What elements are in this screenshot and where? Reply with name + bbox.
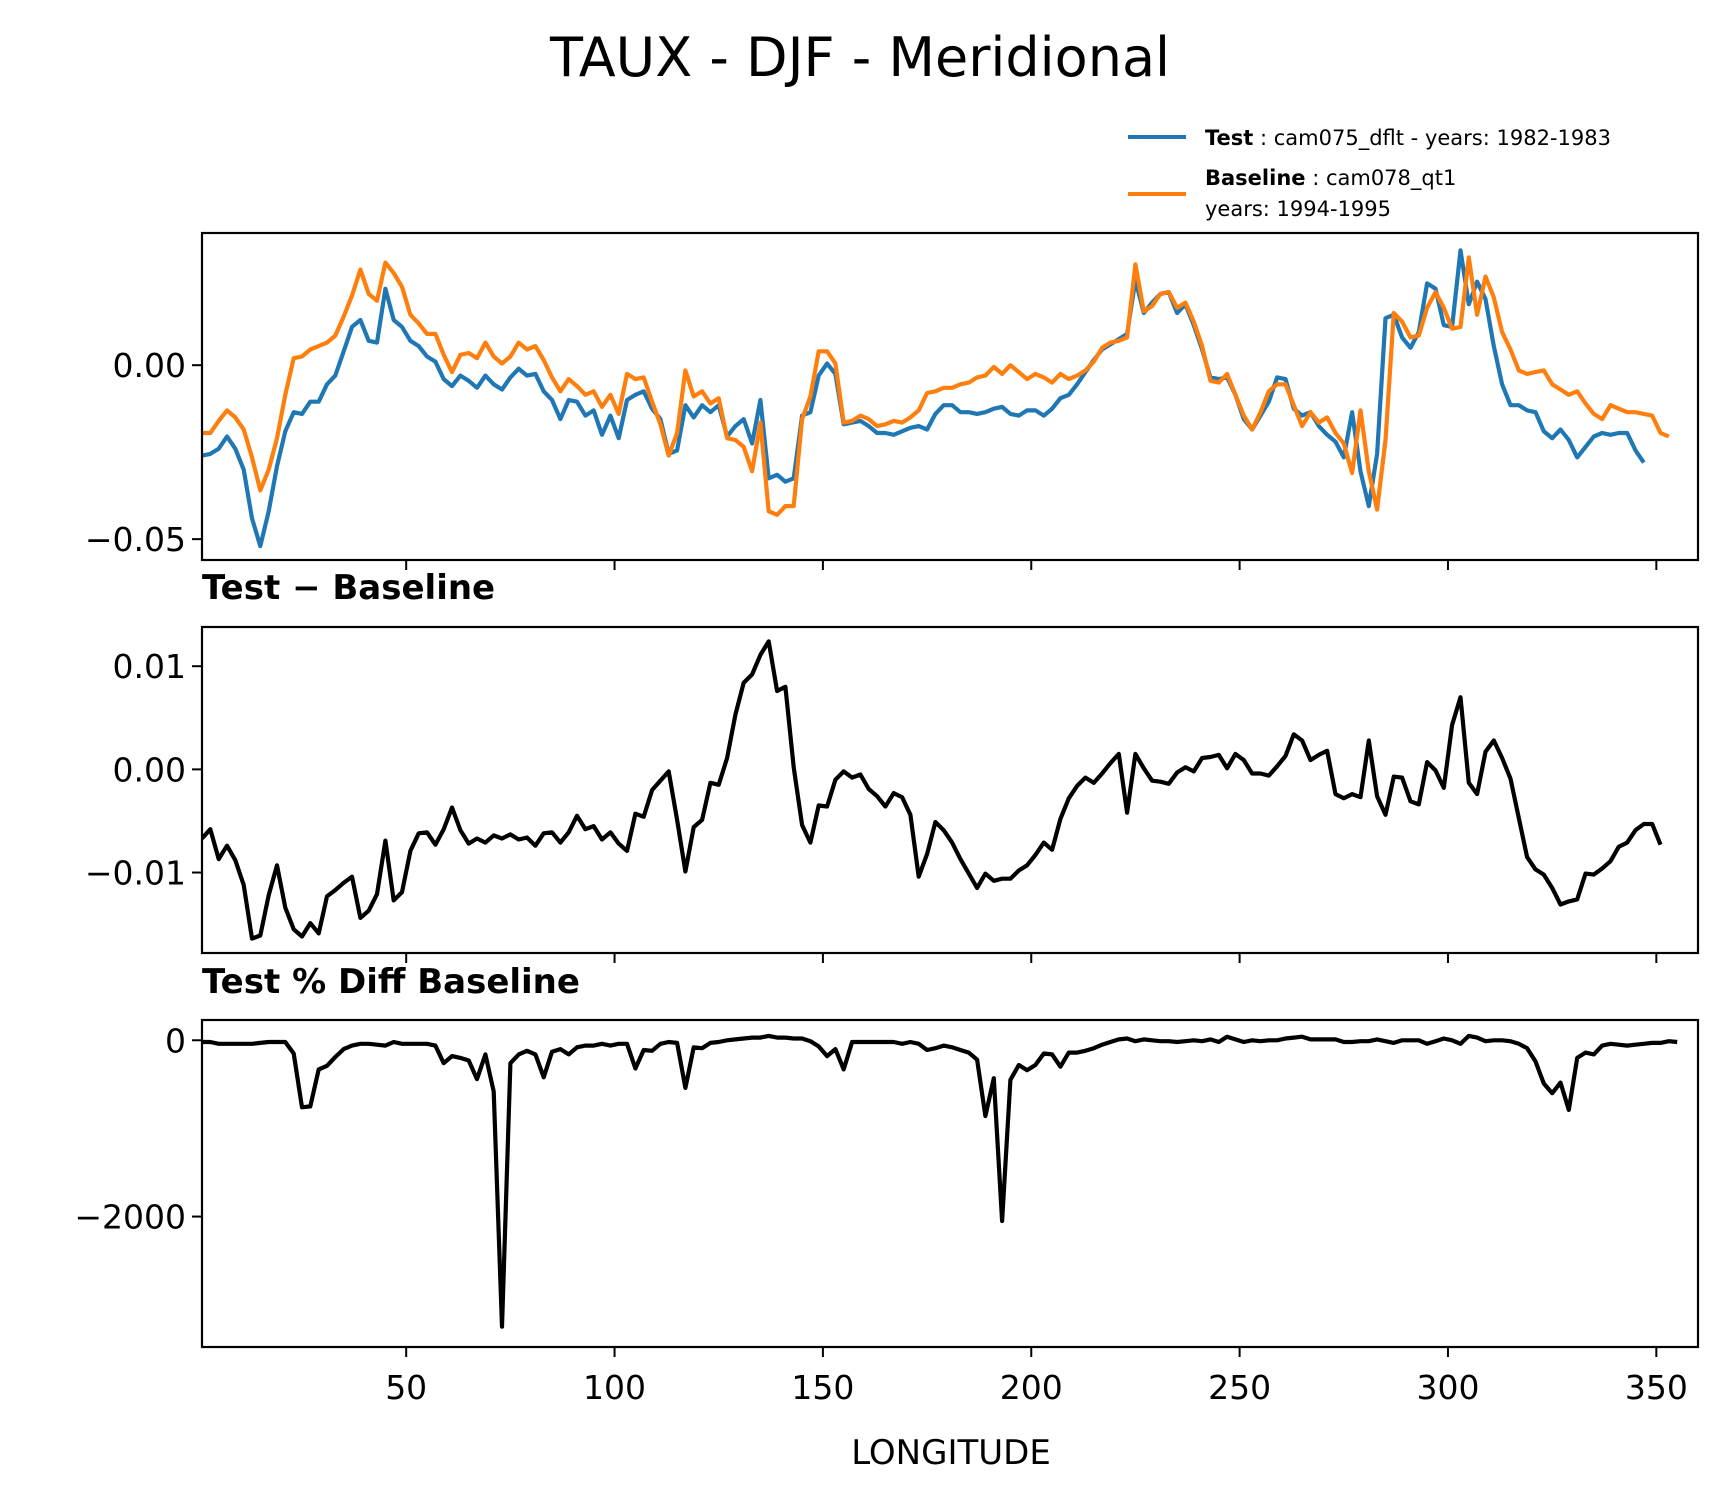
x-tick-label: 250 <box>1208 1368 1271 1407</box>
x-tick-label: 50 <box>385 1368 427 1407</box>
legend-test-entry: Test : cam075_dflt - years: 1982-1983 <box>1205 126 1611 151</box>
y-tick-label: 0.00 <box>113 346 186 385</box>
y-tick-label: 0 <box>165 1021 186 1060</box>
legend-baseline-entry: Baseline : cam078_qt1 <box>1205 166 1456 191</box>
legend-test-sep: : <box>1253 126 1273 150</box>
series-line-difference-3 <box>202 1033 1678 1329</box>
legend-test-name: Test <box>1205 126 1253 150</box>
subplot-title-difference: Test − Baseline <box>202 568 495 608</box>
axes-frame <box>200 625 1700 955</box>
x-axis-label: LONGITUDE <box>851 1433 1051 1473</box>
subplot-title-percent-diff: Test % Diff Baseline <box>202 962 580 1002</box>
y-tick-label: −0.05 <box>85 520 186 559</box>
legend: Test : cam075_dflt - years: 1982-1983 Ba… <box>1128 126 1611 221</box>
series-line-difference-2 <box>202 639 1663 941</box>
subplot-1: 0.00 −0.05 <box>85 231 1700 570</box>
chart-title: TAUX - DJF - Meridional <box>549 26 1170 89</box>
axes-frame <box>200 1018 1700 1349</box>
legend-baseline-sep: : <box>1306 166 1326 190</box>
legend-test-desc: cam075_dflt - years: 1982-1983 <box>1274 126 1611 151</box>
x-tick-label: 100 <box>583 1368 646 1407</box>
series-line-baseline-1 <box>202 255 1670 517</box>
axes-frame <box>200 231 1700 562</box>
legend-baseline-years: years: 1994-1995 <box>1205 197 1391 221</box>
plot-panels: 0.00 −0.05 0.01 0.00 −0.01 0 −2000 50 100 150 200 2… <box>74 231 1700 1407</box>
y-tick-label: 0.00 <box>113 750 186 789</box>
subplot-3: 0 −2000 50 100 150 200 250 300 350 <box>74 1018 1700 1407</box>
x-tick-label: 300 <box>1416 1368 1479 1407</box>
series-line-test-1 <box>202 248 1646 549</box>
legend-baseline-name: Baseline <box>1205 166 1306 190</box>
y-tick-label: −0.01 <box>85 854 186 893</box>
x-tick-label: 150 <box>791 1368 854 1407</box>
x-tick-label: 200 <box>1000 1368 1063 1407</box>
subplot-2: 0.01 0.00 −0.01 <box>85 625 1700 963</box>
y-tick-label: 0.01 <box>113 647 186 686</box>
y-tick-label: −2000 <box>74 1198 186 1237</box>
legend-baseline-desc: cam078_qt1 <box>1326 166 1456 191</box>
x-tick-label: 350 <box>1625 1368 1688 1407</box>
